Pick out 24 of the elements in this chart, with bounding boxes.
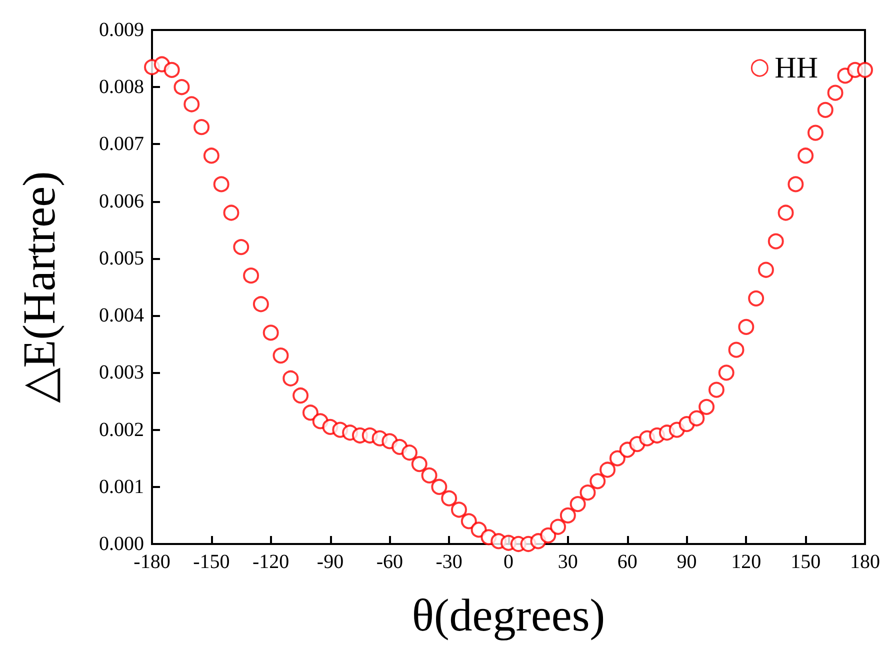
y-tick-label: 0.009 [99, 19, 144, 41]
x-tick-label: 0 [504, 551, 514, 573]
x-tick-label: -150 [193, 551, 230, 573]
y-axis-title: △E(Hartree) [14, 171, 64, 403]
x-tick-label: -60 [376, 551, 404, 573]
legend-label: HH [774, 52, 818, 84]
y-tick-label: 0.001 [99, 476, 144, 498]
x-tick-label: -120 [252, 551, 290, 573]
x-tick-label: 120 [731, 551, 762, 573]
x-tick-label: -90 [316, 551, 344, 573]
y-tick-label: 0.002 [99, 418, 144, 441]
x-tick-label: 30 [558, 551, 578, 573]
x-tick-label: 180 [850, 551, 880, 573]
x-tick-label: 150 [790, 551, 821, 573]
x-tick-label: 90 [676, 551, 697, 573]
y-tick-label: 0.004 [99, 304, 144, 327]
y-tick-label: 0.008 [99, 76, 144, 98]
y-tick-label: 0.005 [99, 247, 144, 270]
x-tick-label: 60 [617, 551, 638, 573]
y-tick-label: 0.007 [99, 133, 144, 156]
y-tick-label: 0.006 [99, 190, 144, 212]
y-tick-label: 0.003 [99, 362, 144, 384]
x-axis-title: θ(degrees) [412, 590, 606, 640]
x-tick-label: -30 [436, 551, 462, 573]
